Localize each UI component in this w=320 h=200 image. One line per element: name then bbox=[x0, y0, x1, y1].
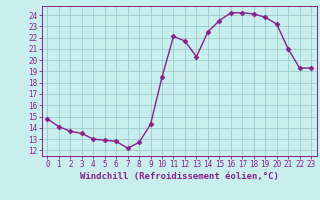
X-axis label: Windchill (Refroidissement éolien,°C): Windchill (Refroidissement éolien,°C) bbox=[80, 172, 279, 181]
